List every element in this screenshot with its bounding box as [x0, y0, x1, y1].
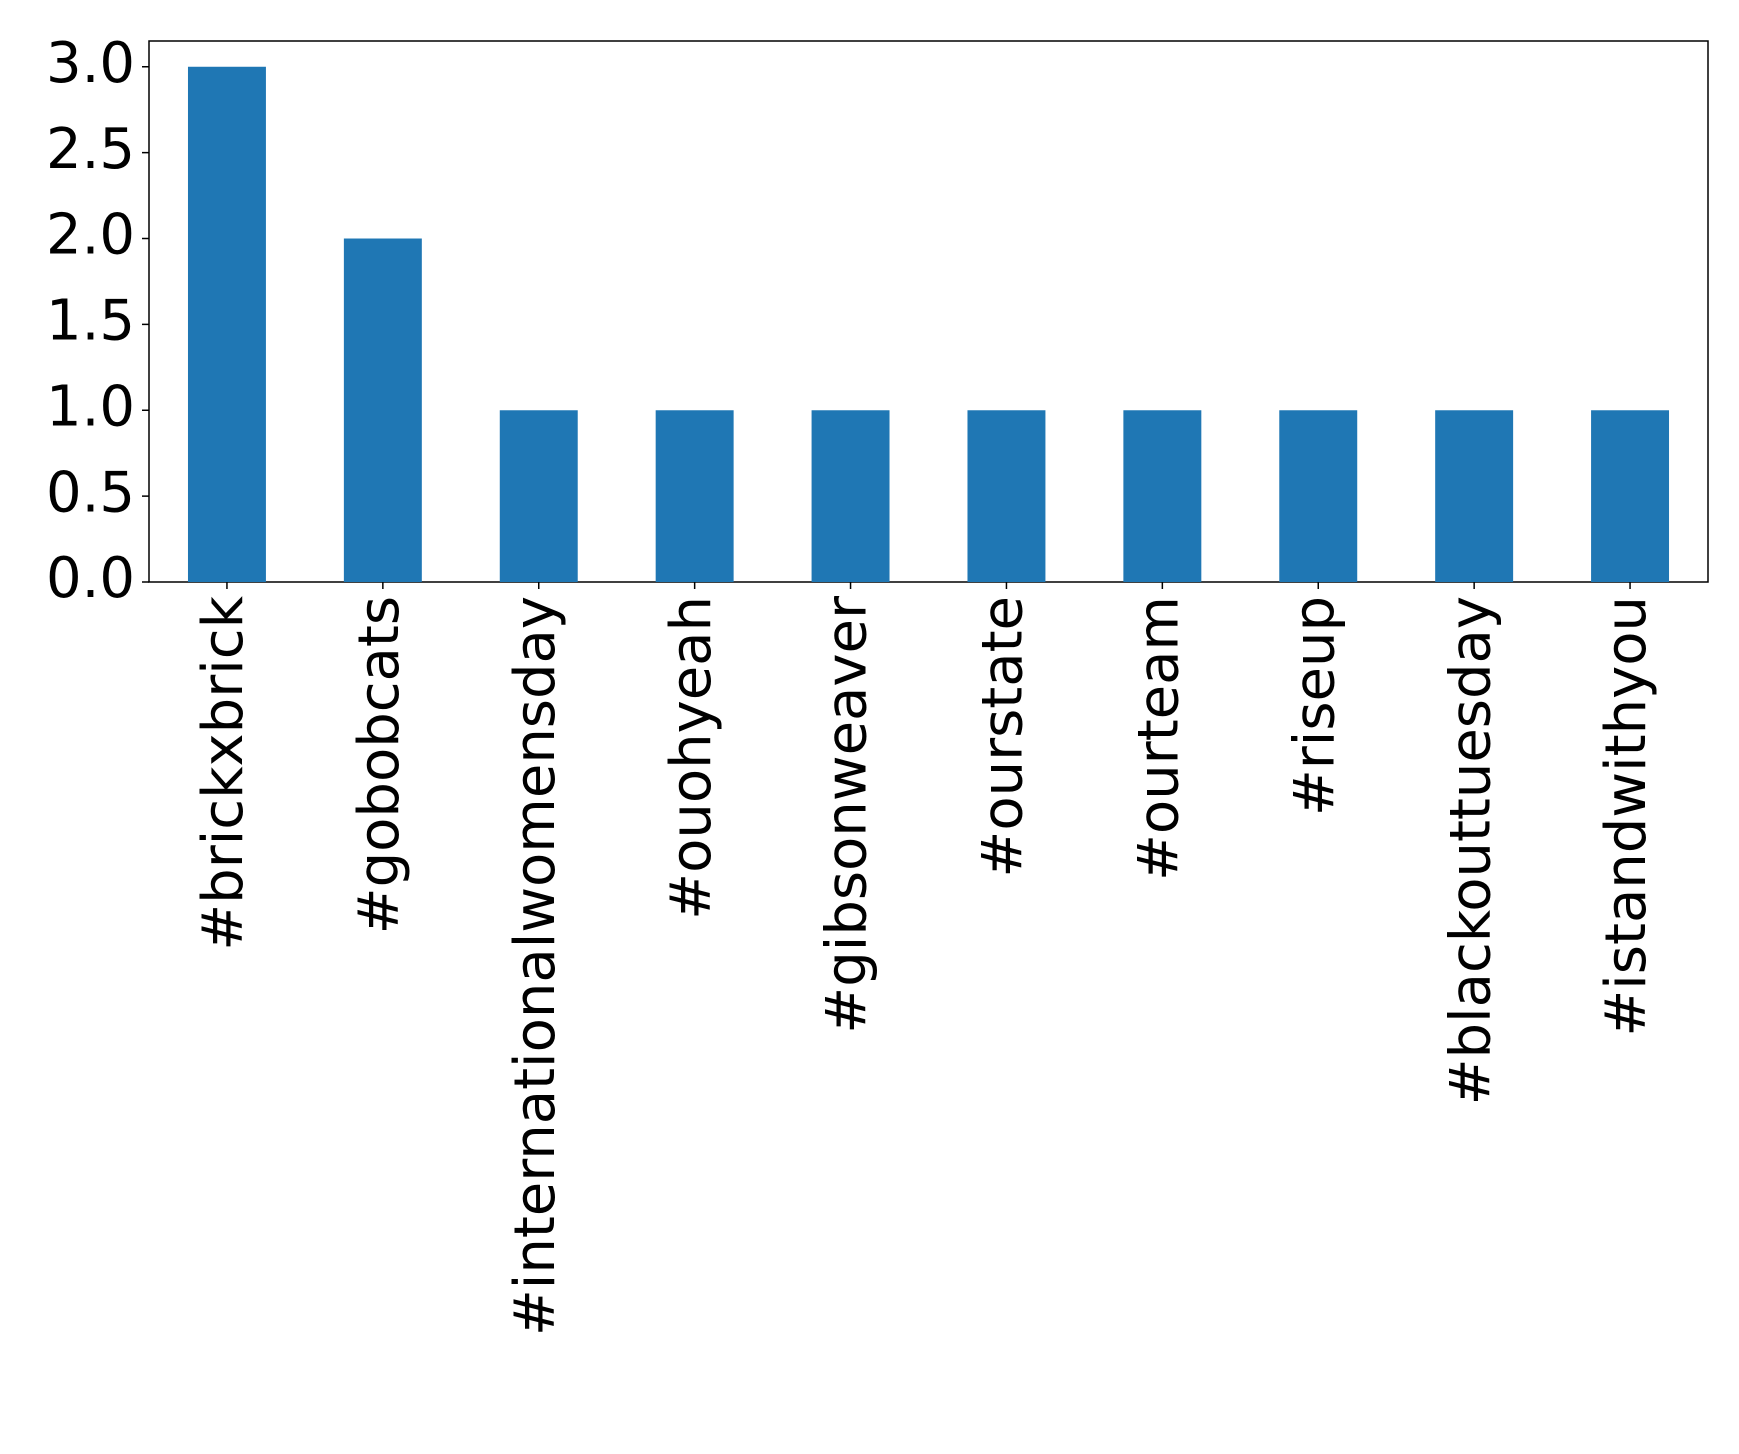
y-tick-label: 0.0: [46, 546, 135, 611]
x-tick-label: #riseup: [1282, 596, 1347, 816]
bar: [1123, 410, 1202, 582]
y-tick-label: 2.0: [46, 203, 135, 268]
x-tick-label: #gobobcats: [347, 596, 412, 934]
x-tick-label: #istandwithyou: [1594, 596, 1659, 1037]
plot-frame: [148, 40, 1709, 583]
x-tick-label: #gibsonweaver: [815, 595, 880, 1034]
bar: [343, 238, 422, 582]
bar: [655, 410, 734, 582]
bar: [1279, 410, 1358, 582]
bar: [967, 410, 1046, 582]
x-tick-label: #ourstate: [971, 596, 1036, 878]
x-tick-label: #blackouttuesday: [1438, 596, 1503, 1105]
bar: [1435, 410, 1514, 582]
x-tick-label: #brickxbrick: [191, 595, 256, 950]
x-tick-label: #ouohyeah: [659, 596, 724, 920]
y-tick-label: 0.5: [46, 460, 135, 525]
bar: [187, 66, 266, 582]
bar: [1591, 410, 1670, 582]
y-tick-label: 3.0: [46, 31, 135, 96]
x-tick-label: #internationalwomensday: [503, 596, 568, 1336]
y-tick-label: 1.0: [46, 374, 135, 439]
bar: [811, 410, 890, 582]
bar: [499, 410, 578, 582]
y-tick-label: 1.5: [46, 289, 135, 354]
x-tick-label: #ourteam: [1126, 596, 1191, 881]
y-tick-label: 2.5: [46, 117, 135, 182]
